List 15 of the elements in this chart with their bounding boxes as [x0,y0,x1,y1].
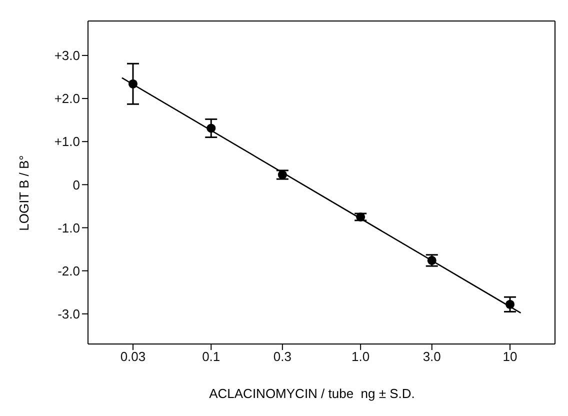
y-tick-label: +1.0 [54,134,80,150]
x-tick-label: 0.3 [273,349,292,364]
x-tick-label: 3.0 [422,349,441,364]
y-tick-label: -2.0 [58,263,80,278]
y-axis-title: LOGIT B / B° [16,155,32,231]
x-axis-title: ACLACINOMYCIN / tube ng ± S.D. [208,386,416,401]
y-tick-label: 0 [72,177,80,192]
x-tick-label: 10 [502,349,518,364]
x-tick-label: 0.03 [120,349,146,364]
x-tick-label: 1.0 [352,349,370,364]
y-tick-label: +2.0 [54,91,80,106]
y-tick-label: -1.0 [58,220,80,236]
y-tick-label: +3.0 [54,48,80,64]
x-tick-label: 0.1 [202,349,220,364]
y-tick-label: -3.0 [58,306,80,322]
